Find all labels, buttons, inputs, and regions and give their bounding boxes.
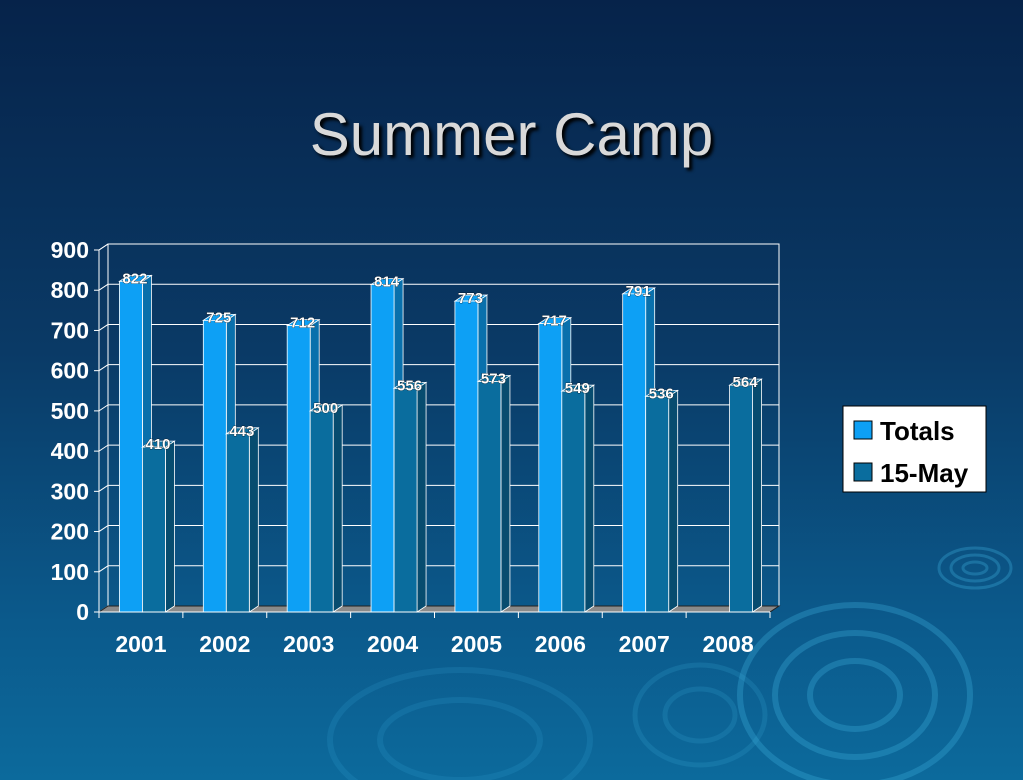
bar-side — [500, 374, 511, 613]
bar-front — [729, 384, 753, 613]
data-label: 791 — [626, 283, 651, 300]
bar-front — [370, 284, 395, 613]
bar-front — [225, 433, 250, 613]
legend: Totals 15-May — [842, 405, 987, 493]
y-tick-label: 400 — [51, 438, 89, 464]
y-tick-label: 200 — [51, 519, 89, 545]
data-label: 814 — [374, 274, 400, 291]
y-tick-label: 500 — [51, 398, 89, 424]
bar-side — [584, 384, 595, 613]
gridline-side — [98, 283, 109, 291]
bar-front — [477, 381, 502, 613]
x-tick-label: 2007 — [619, 631, 670, 657]
bar-front — [538, 323, 563, 613]
bar-front — [309, 410, 334, 613]
legend-label-15-may: 15-May — [880, 458, 969, 488]
ripple-decoration — [327, 546, 1013, 780]
bar-front — [119, 280, 143, 613]
x-tick-label: 2002 — [199, 631, 250, 657]
x-tick-label: 2004 — [367, 631, 418, 657]
bar-front — [645, 396, 670, 613]
legend-swatch-15-may — [853, 462, 873, 482]
data-label: 717 — [542, 313, 567, 330]
gridline-side — [98, 525, 109, 532]
x-tick-label: 2005 — [451, 631, 502, 657]
bar-15-may-2005 — [476, 374, 512, 613]
data-label: 410 — [145, 436, 170, 453]
slide-title: Summer Camp — [309, 101, 714, 168]
bar-side — [248, 427, 259, 613]
data-label: 549 — [565, 380, 590, 397]
y-tick-label: 300 — [51, 478, 89, 504]
x-tick-label: 2003 — [283, 631, 334, 657]
data-label: 564 — [733, 374, 759, 391]
gridline-side — [98, 444, 109, 452]
y-tick-label: 0 — [76, 599, 89, 625]
gridline-side — [98, 565, 109, 573]
bar-15-may-2008 — [728, 378, 763, 613]
y-tick-label: 800 — [51, 277, 89, 303]
legend-label-totals: Totals — [880, 416, 955, 446]
bar-15-may-2006 — [560, 384, 596, 613]
gridline-side — [98, 404, 109, 412]
bar-15-may-2003 — [308, 404, 344, 613]
bar-front — [286, 325, 311, 613]
bar-front — [202, 319, 227, 613]
data-label: 556 — [397, 377, 422, 394]
gridline-side — [98, 324, 109, 331]
data-label: 536 — [649, 385, 674, 402]
x-axis: 2001 2002 2003 2004 2005 2006 2007 2008 — [98, 611, 771, 657]
data-labels: 822 725 712 814 773 717 791 410 443 500 556 573 549 5… — [122, 270, 758, 453]
y-tick-label: 100 — [51, 559, 89, 585]
bar-front — [142, 446, 166, 613]
x-tick-label: 2006 — [535, 631, 586, 657]
legend-swatch-totals — [853, 420, 873, 440]
bars — [118, 274, 763, 613]
bar-15-may-2002 — [224, 427, 260, 613]
gridline-side — [98, 484, 109, 492]
data-label: 773 — [458, 290, 483, 307]
bar-15-may-2001 — [141, 440, 176, 613]
x-tick-label: 2001 — [115, 631, 166, 657]
bar-front — [393, 387, 418, 613]
bar-15-may-2004 — [392, 381, 428, 613]
data-label: 443 — [229, 423, 254, 440]
data-label: 712 — [290, 315, 315, 332]
y-tick-label: 900 — [51, 237, 89, 263]
bar-side — [416, 381, 427, 613]
bar-side — [752, 378, 762, 613]
y-tick-label: 700 — [51, 317, 89, 343]
bar-front — [622, 293, 647, 613]
gridline-side — [98, 243, 109, 251]
x-tick-label: 2008 — [702, 631, 753, 657]
data-label: 822 — [122, 270, 147, 287]
bar-side — [165, 440, 175, 613]
gridline-side — [98, 364, 109, 372]
y-axis: 0 100 200 300 400 500 600 700 800 900 — [51, 237, 100, 625]
bar-side — [332, 404, 343, 613]
data-label: 573 — [481, 371, 506, 388]
bar-15-may-2007 — [644, 389, 680, 613]
bar-front — [454, 300, 479, 613]
y-tick-label: 600 — [51, 358, 89, 384]
data-label: 725 — [206, 309, 231, 326]
bar-side — [668, 389, 679, 613]
data-label: 500 — [313, 400, 338, 417]
bar-front — [561, 390, 586, 613]
